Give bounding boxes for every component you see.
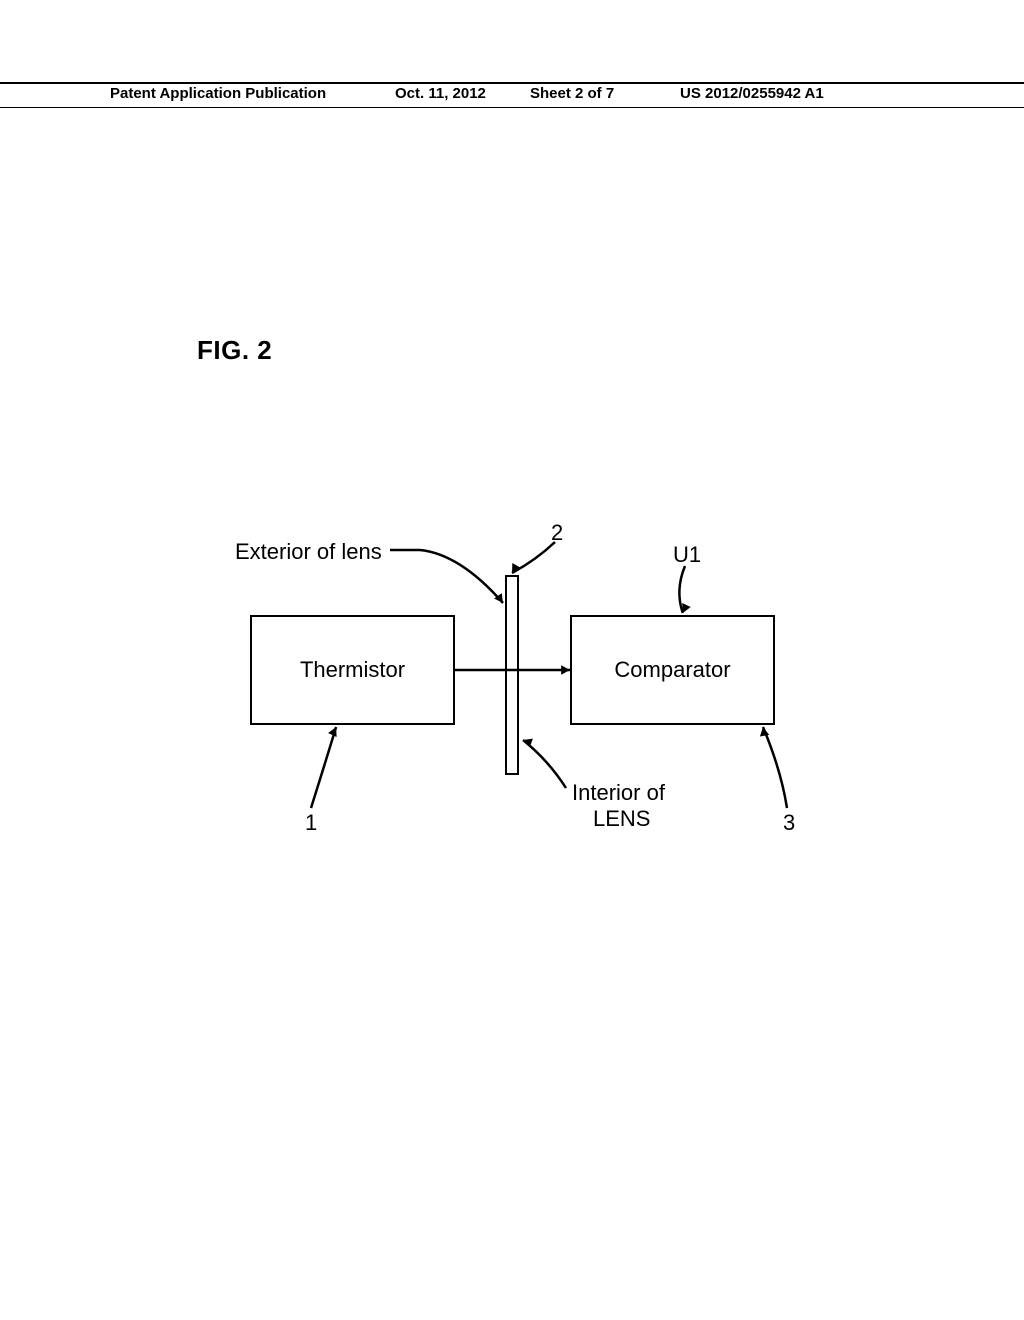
ref-3-label: 3 (783, 810, 795, 836)
ref-1-label: 1 (305, 810, 317, 836)
lens-divider (505, 575, 519, 775)
comparator-label: Comparator (614, 657, 730, 683)
thermistor-label: Thermistor (300, 657, 405, 683)
u1-label: U1 (673, 542, 701, 568)
exterior-label: Exterior of lens (235, 539, 382, 565)
thermistor-block: Thermistor (250, 615, 455, 725)
interior-label-line2: LENS (593, 806, 650, 832)
comparator-block: Comparator (570, 615, 775, 725)
ref-2-label: 2 (551, 520, 563, 546)
interior-label-line1: Interior of (572, 780, 665, 806)
block-diagram: Thermistor Comparator Exterior of lens I… (0, 0, 1024, 1320)
